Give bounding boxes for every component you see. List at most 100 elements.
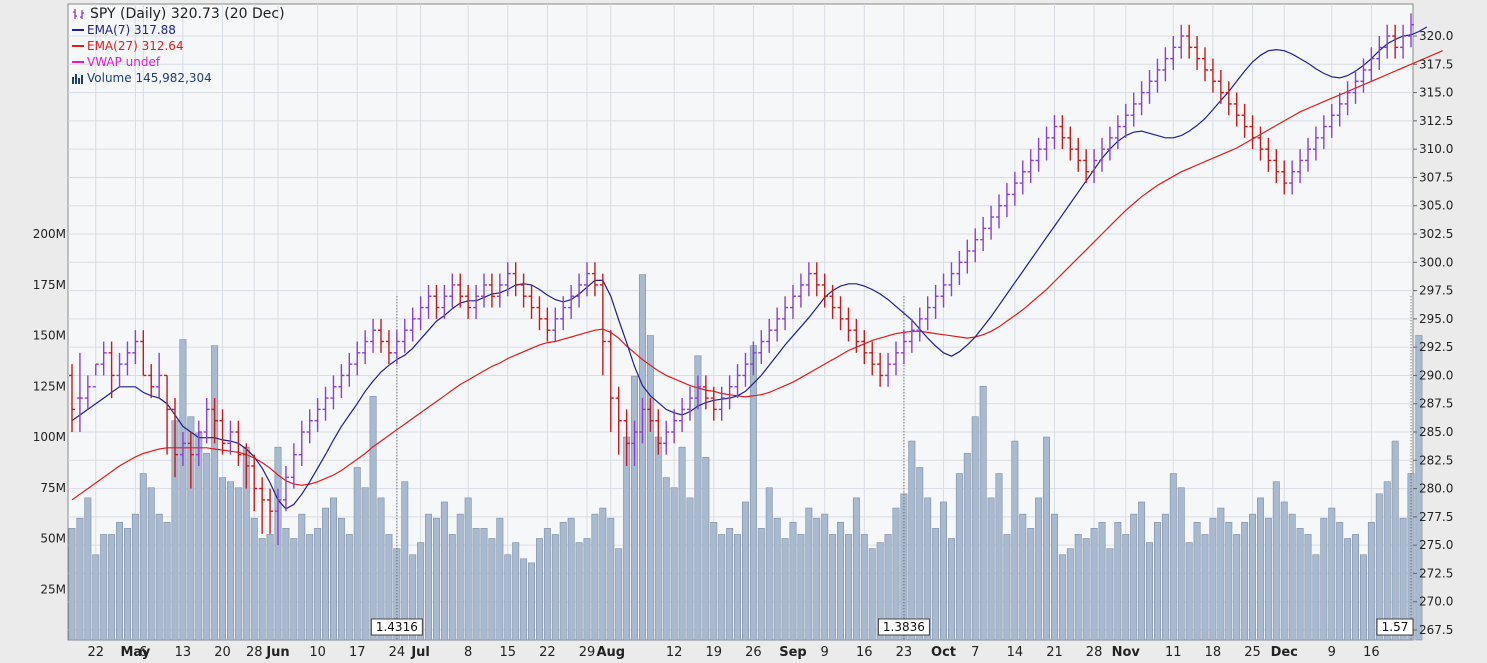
volume-bar xyxy=(1280,501,1288,641)
volume-bar xyxy=(947,538,955,641)
ohlc-bar xyxy=(869,341,876,376)
volume-bar xyxy=(1177,487,1185,641)
volume-bar xyxy=(860,534,868,641)
volume-bar xyxy=(131,513,139,641)
volume-tick-label: 175M xyxy=(33,278,66,292)
ohlc-bar xyxy=(172,398,178,478)
volume-bar xyxy=(749,345,757,641)
ohlc-bar xyxy=(203,398,210,444)
ohlc-bar xyxy=(1273,149,1280,184)
ohlc-bar xyxy=(1312,126,1319,161)
ohlc-bar xyxy=(116,352,123,387)
volume-bar xyxy=(1011,440,1019,641)
volume-axis: 200M 175M 150M 125M 100M 75M 50M 25M xyxy=(33,227,66,596)
marker-box xyxy=(877,618,930,636)
volume-bar xyxy=(440,501,448,641)
ohlc-bar xyxy=(599,273,606,376)
ohlc-bar xyxy=(520,273,527,308)
ohlc-bar xyxy=(409,307,416,342)
ohlc-bar xyxy=(1138,81,1145,116)
date-tick-label: Dec xyxy=(1271,645,1298,660)
volume-bar xyxy=(1288,513,1296,641)
ohlc-bar xyxy=(282,465,289,512)
ohlc-bar xyxy=(1360,58,1367,93)
marker-label: 1.4316 xyxy=(376,620,418,634)
ohlc-bar xyxy=(187,432,194,489)
volume-bar xyxy=(1359,554,1367,641)
ohlc-bar xyxy=(346,352,353,387)
volume-bar xyxy=(234,487,242,641)
ohlc-bar xyxy=(1209,58,1216,93)
volume-bar xyxy=(226,481,234,641)
ohlc-bar xyxy=(1320,115,1327,150)
price-tick-label: 315.0 xyxy=(1419,86,1453,100)
ohlc-bar xyxy=(69,364,75,433)
volume-bar xyxy=(385,534,393,641)
ohlc-bar xyxy=(1305,137,1311,172)
date-tick-label: 21 xyxy=(1046,645,1063,660)
ohlc-bar xyxy=(908,318,915,353)
ohlc-bar xyxy=(1035,137,1042,172)
volume-bar xyxy=(987,497,995,641)
ohlc-bar xyxy=(195,420,202,466)
ohlc-bar xyxy=(996,194,1002,229)
ohlc-bar xyxy=(1091,149,1098,184)
volume-bar xyxy=(298,513,306,641)
volume-bar xyxy=(646,335,654,641)
volume-bar xyxy=(1146,542,1154,641)
marker-label: 1.57 xyxy=(1382,620,1409,634)
volume-tick-label: 25M xyxy=(40,582,66,596)
ohlc-bar xyxy=(338,364,345,399)
ohlc-bar xyxy=(306,409,313,444)
volume-bar xyxy=(1249,513,1257,641)
price-tick-label: 302.5 xyxy=(1419,227,1453,241)
date-tick-label: 18 xyxy=(1205,645,1222,660)
ohlc-bar xyxy=(219,409,226,455)
date-tick-label: Aug xyxy=(596,645,625,660)
date-tick-label: 10 xyxy=(309,645,326,660)
ohlc-bar xyxy=(1194,36,1201,70)
volume-bar xyxy=(1201,534,1209,641)
ohlc-bar xyxy=(1281,160,1288,195)
volume-bar xyxy=(1344,538,1352,641)
date-tick-label: 26 xyxy=(745,645,762,660)
ohlc-bar xyxy=(766,318,773,353)
ohlc-bar xyxy=(861,330,868,365)
ohlc-bar xyxy=(988,205,995,240)
ohlc-bar xyxy=(108,341,115,399)
volume-tick-label: 150M xyxy=(33,329,66,343)
volume-bar xyxy=(1161,513,1169,641)
ohlc-bar xyxy=(948,262,955,297)
volume-bar xyxy=(876,542,884,641)
ohlc-bar xyxy=(251,454,258,512)
ohlc-bar xyxy=(417,296,424,331)
ohlc-bar xyxy=(797,273,804,308)
volume-bar xyxy=(686,497,694,641)
ohlc-bar xyxy=(275,488,281,546)
ohlc-bar xyxy=(1011,171,1018,206)
price-tick-label: 292.5 xyxy=(1419,340,1453,354)
volume-bar xyxy=(401,481,409,641)
volume-bar xyxy=(535,538,543,641)
ohlc-bar xyxy=(1075,137,1082,172)
ohlc-bar xyxy=(1114,115,1121,150)
volume-bar xyxy=(512,542,520,641)
ohlc-bar xyxy=(924,296,931,331)
date-tick-label: 17 xyxy=(349,645,366,660)
volume-bar xyxy=(979,385,987,641)
volume-bar xyxy=(377,497,385,641)
ema7-swatch-icon xyxy=(72,29,84,31)
volume-tick-label: 75M xyxy=(40,481,66,495)
volume-bar xyxy=(789,521,797,641)
volume-bar xyxy=(496,517,504,641)
volume-bar xyxy=(773,517,781,641)
date-tick-label: 16 xyxy=(1363,645,1380,660)
volume-bar xyxy=(734,534,742,641)
price-tick-label: 287.5 xyxy=(1419,397,1453,411)
volume-bar xyxy=(623,436,631,641)
ohlc-bar xyxy=(1257,126,1264,161)
volume-bar xyxy=(1391,440,1399,641)
volume-bar xyxy=(678,446,686,641)
legend-ema7: EMA(7) 317.88 xyxy=(72,22,285,38)
ohlc-bar xyxy=(623,409,630,466)
